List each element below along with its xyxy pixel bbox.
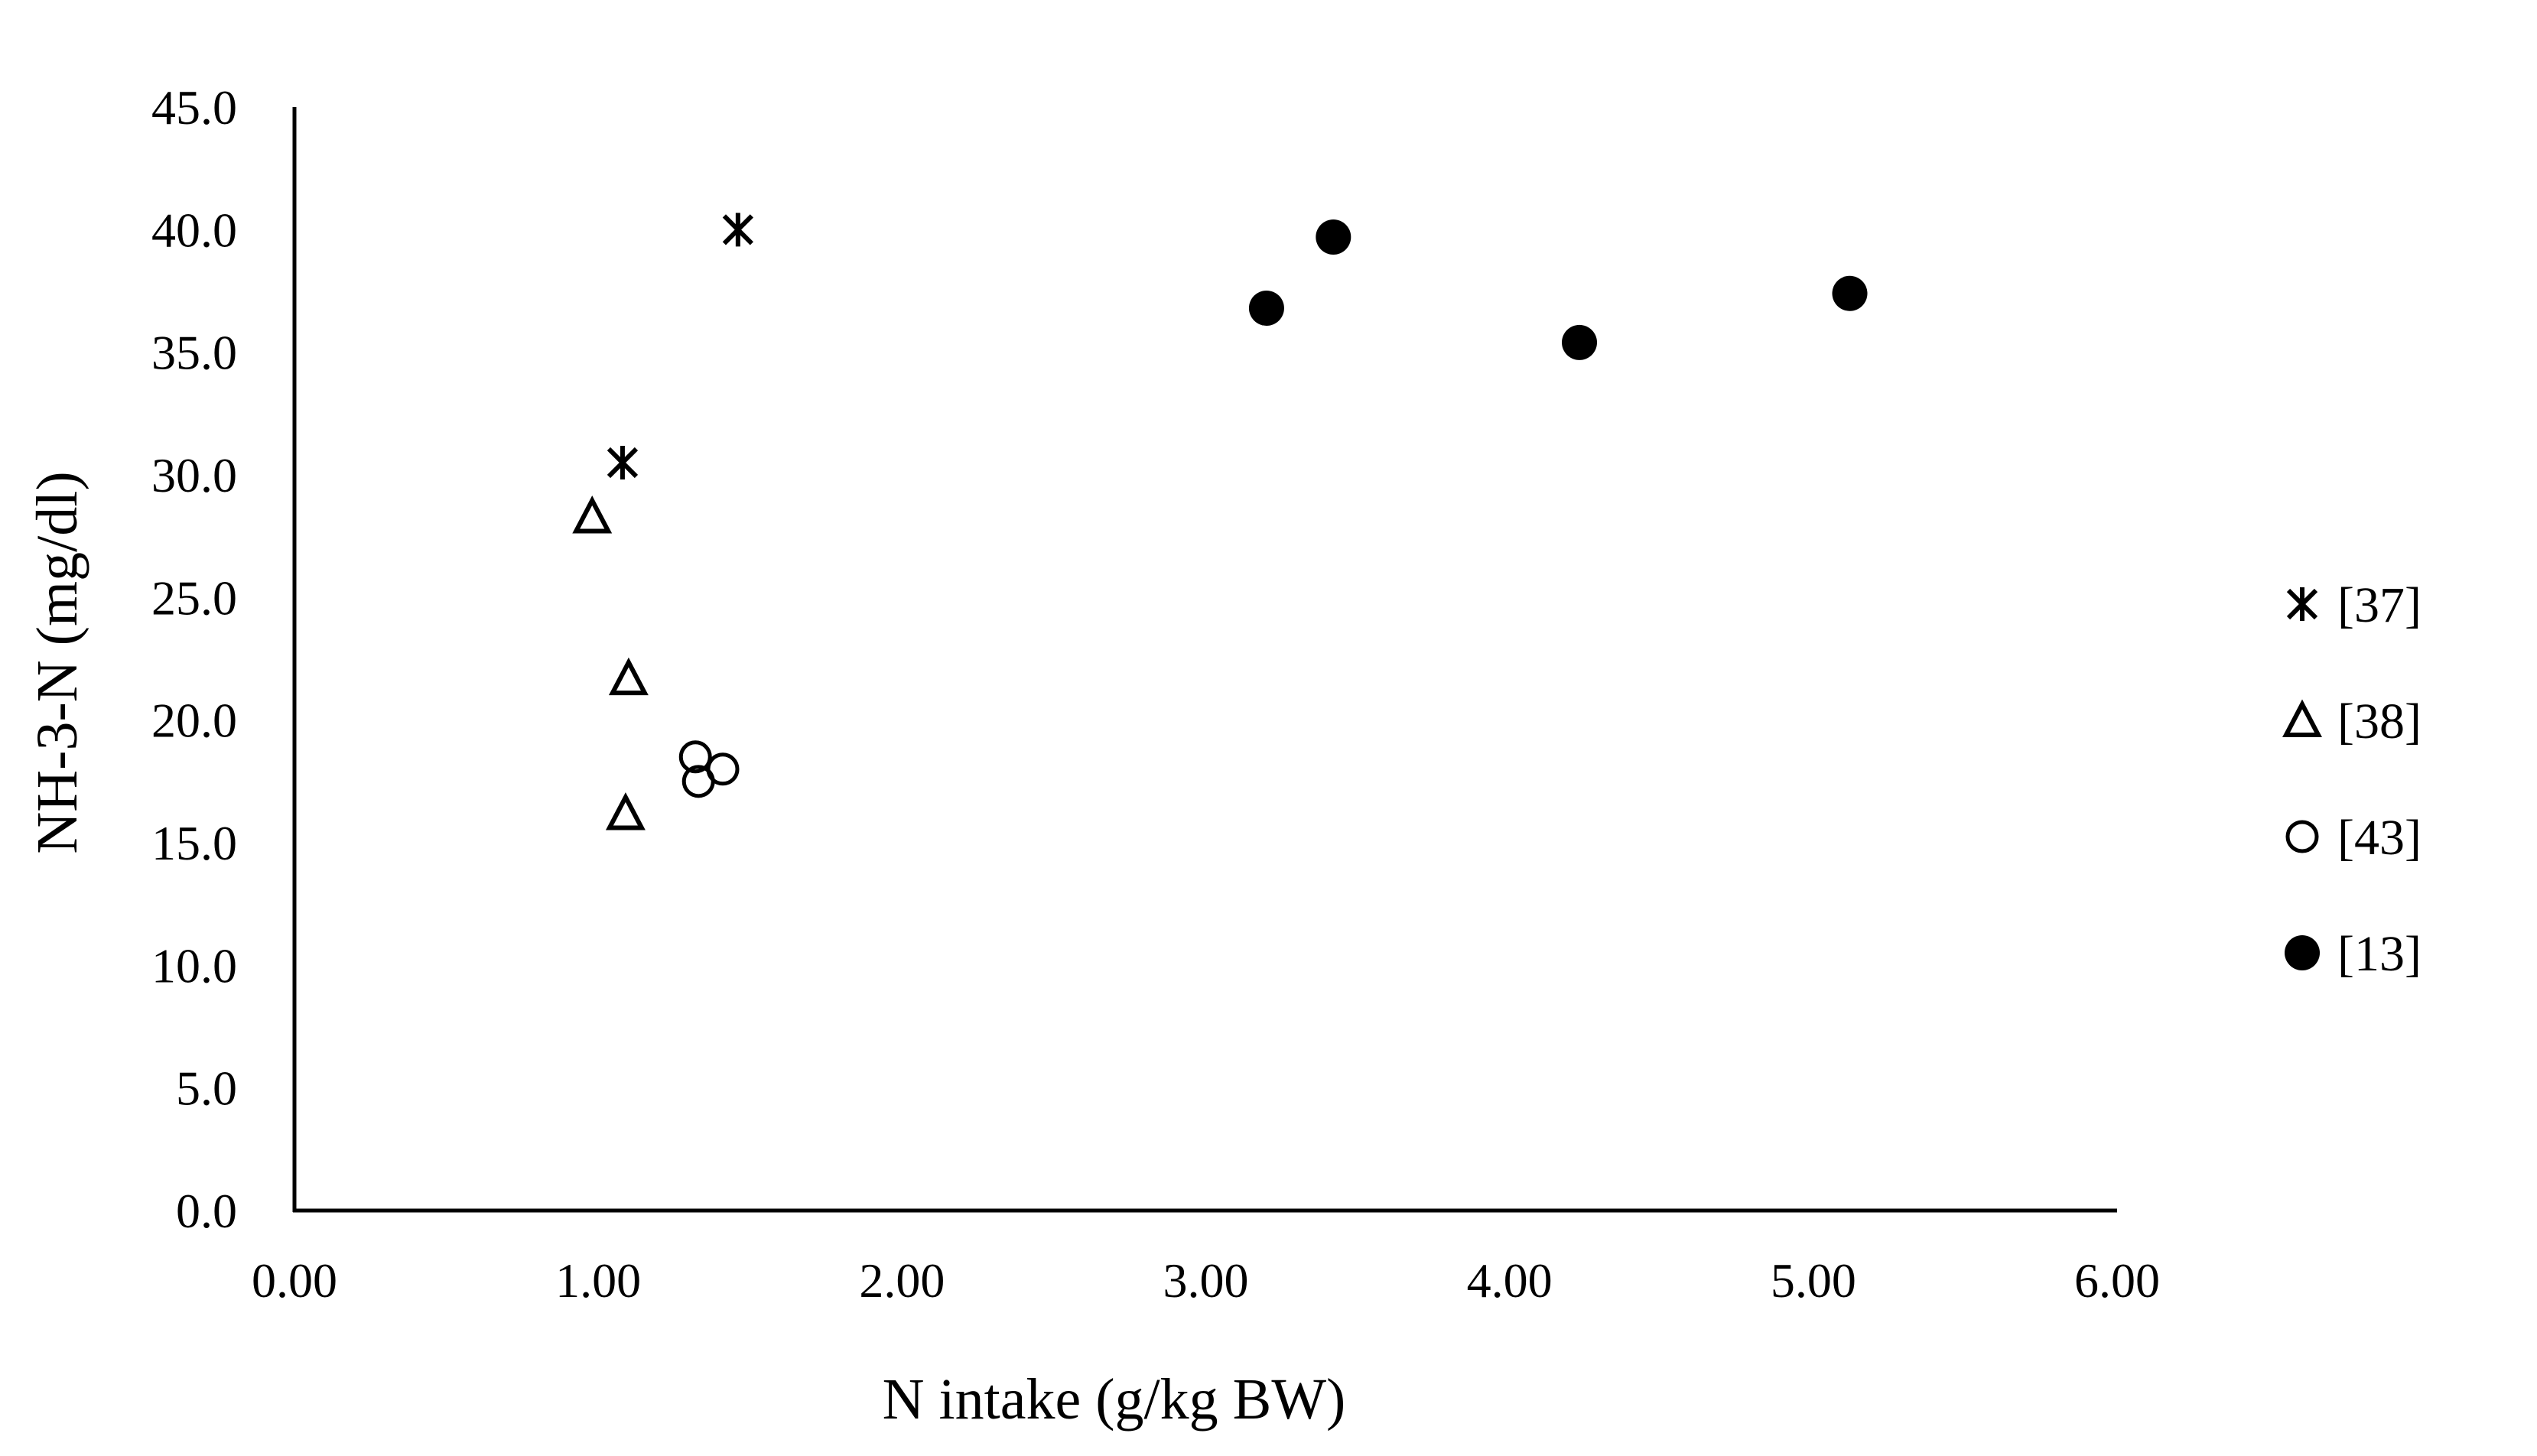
legend-item: [43] bbox=[2285, 810, 2422, 866]
marker-shape bbox=[572, 496, 613, 534]
x-tick-label: 5.00 bbox=[1771, 1253, 1856, 1308]
series-37 bbox=[607, 213, 753, 479]
axes bbox=[292, 107, 2117, 1213]
y-tick-label: 10.0 bbox=[151, 938, 237, 993]
y-tick-label: 15.0 bbox=[151, 816, 237, 870]
x-tick-label: 1.00 bbox=[555, 1253, 641, 1308]
y-tick-label: 35.0 bbox=[151, 326, 237, 380]
x-tick-label: 0.00 bbox=[252, 1253, 337, 1308]
y-tick-label: 40.0 bbox=[151, 203, 237, 257]
legend-marker bbox=[2285, 820, 2319, 853]
legend-marker bbox=[2285, 935, 2320, 970]
x-tick-label: 3.00 bbox=[1163, 1253, 1249, 1308]
x-tick-label: 4.00 bbox=[1467, 1253, 1553, 1308]
legend-item: [37] bbox=[2286, 577, 2422, 633]
marker-shape bbox=[681, 765, 715, 798]
data-point bbox=[1316, 219, 1351, 255]
marker-shape bbox=[605, 792, 646, 830]
data-point bbox=[681, 765, 715, 798]
marker-shape bbox=[1248, 290, 1284, 326]
legend-item: [38] bbox=[2282, 694, 2422, 749]
series-43 bbox=[678, 740, 740, 798]
data-point bbox=[605, 792, 646, 830]
data-point bbox=[722, 213, 753, 247]
y-tick-label: 0.0 bbox=[176, 1184, 237, 1238]
x-tick-label: 2.00 bbox=[859, 1253, 945, 1308]
legend-label: [13] bbox=[2337, 926, 2422, 982]
data-point bbox=[1832, 275, 1868, 311]
x-axis-ticks: 0.00 1.00 2.00 3.00 4.00 5.00 6.00 bbox=[252, 1253, 2160, 1308]
marker-shape bbox=[1316, 219, 1351, 255]
legend-marker bbox=[2286, 587, 2318, 621]
legend-label: [38] bbox=[2337, 694, 2422, 749]
y-tick-label: 5.0 bbox=[176, 1061, 237, 1116]
x-tick-label: 6.00 bbox=[2074, 1253, 2160, 1308]
marker-shape bbox=[678, 740, 712, 774]
data-point bbox=[1562, 324, 1598, 360]
data-point bbox=[607, 445, 639, 479]
legend-marker bbox=[2282, 699, 2322, 737]
marker-shape bbox=[2282, 699, 2322, 737]
legend-label: [37] bbox=[2337, 577, 2422, 633]
y-tick-label: 25.0 bbox=[151, 570, 237, 625]
data-point bbox=[1248, 290, 1284, 326]
data-point bbox=[608, 657, 649, 696]
data-point bbox=[572, 496, 613, 534]
legend-item: [13] bbox=[2285, 926, 2422, 982]
series-38 bbox=[572, 496, 649, 830]
legend: [37] [38] [43] [13] bbox=[2282, 577, 2422, 982]
y-axis-ticks: 0.0 5.0 10.0 15.0 20.0 25.0 30.0 35.0 40.0 45.0 bbox=[151, 80, 237, 1238]
marker-shape bbox=[608, 657, 649, 696]
y-tick-label: 30.0 bbox=[151, 448, 237, 502]
marker-shape bbox=[1562, 324, 1598, 360]
y-tick-label: 20.0 bbox=[151, 694, 237, 748]
marker-shape bbox=[2285, 935, 2320, 970]
data-point bbox=[678, 740, 712, 774]
marker-shape bbox=[1832, 275, 1868, 311]
y-axis-title: NH-3-N (mg/dl) bbox=[25, 471, 89, 853]
x-axis-title: N intake (g/kg BW) bbox=[883, 1367, 1346, 1432]
legend-label: [43] bbox=[2337, 810, 2422, 866]
data-points bbox=[572, 213, 1868, 830]
series-13 bbox=[1248, 219, 1868, 360]
y-tick-label: 45.0 bbox=[151, 80, 237, 135]
marker-shape bbox=[2285, 820, 2319, 853]
